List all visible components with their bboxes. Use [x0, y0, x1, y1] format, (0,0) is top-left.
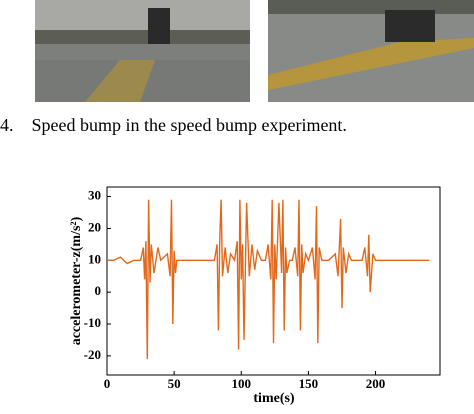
y-tick-label: 30 — [88, 188, 101, 203]
x-axis-label: time(s) — [253, 391, 295, 406]
photo-right — [268, 0, 474, 102]
y-tick-label: -20 — [84, 347, 101, 362]
y-tick-label: 10 — [88, 251, 101, 266]
signal-line — [107, 199, 430, 360]
y-axis-label: accelerometer-z(m/s²) — [69, 216, 84, 345]
plot-frame — [106, 186, 441, 376]
caption: 4. Speed bump in the speed bump experime… — [0, 115, 347, 135]
y-tick-label: 0 — [95, 283, 102, 298]
y-tick-label: 20 — [88, 219, 101, 234]
x-tick-label: 50 — [168, 376, 181, 391]
photo-left — [35, 0, 250, 102]
x-tick-label: 200 — [366, 376, 386, 391]
x-tick-label: 150 — [299, 376, 319, 391]
x-tick-label: 0 — [104, 376, 111, 391]
x-tick-label: 100 — [232, 376, 252, 391]
y-tick-label: -10 — [84, 315, 101, 330]
